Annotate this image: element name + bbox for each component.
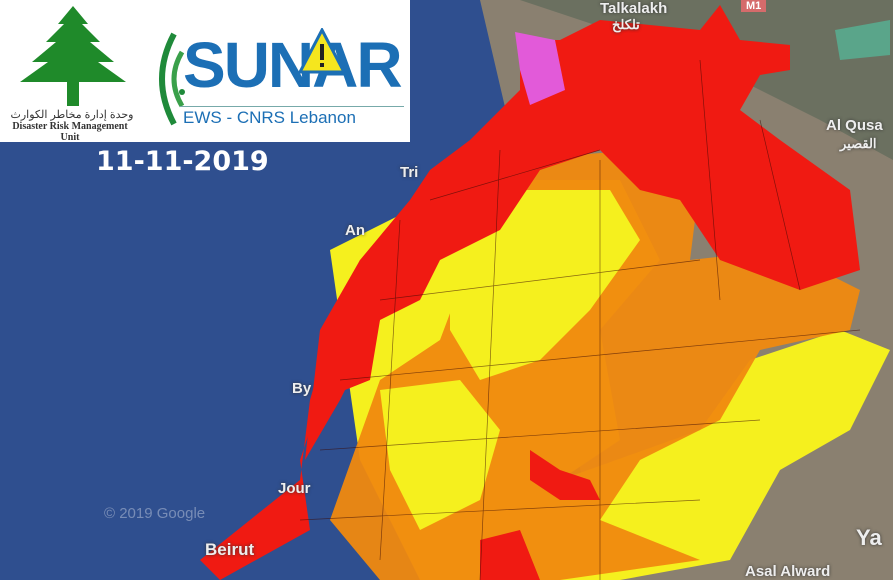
map-label-yabroud: Ya: [856, 525, 882, 550]
signal-waves-icon: [159, 32, 185, 126]
map-label-al-qusayr-ar: القصير: [840, 136, 877, 151]
sunar-subtitle: EWS - CNRS Lebanon: [183, 108, 356, 127]
drm-english-text: Disaster Risk Management Unit: [12, 121, 128, 143]
map-label-talkalakh-ar: تلكلخ: [612, 17, 640, 32]
map-label-al-qusayr: Al Qusa: [826, 117, 883, 134]
sunar-logo-text: SUNAR: [183, 29, 403, 101]
region-extreme: [515, 32, 565, 105]
map-label-asal-alward: Asal Alward: [745, 563, 831, 580]
map-label-tripoli: Tri: [400, 164, 419, 181]
cedar-tree-icon: [20, 6, 126, 106]
map-label-talkalakh: Talkalakh: [600, 0, 668, 17]
map-label-jounieh: Jour: [278, 480, 311, 497]
logo-banner: وحدة إدارة مخاطر الكوارث Disaster Risk M…: [0, 0, 410, 143]
map-attribution: © 2019 Google: [104, 505, 206, 522]
forecast-date: 11-11-2019: [96, 146, 269, 177]
region-yellow-inner: [450, 190, 640, 380]
road-shield-m1: M1: [741, 0, 767, 12]
warning-triangle-icon: [298, 28, 346, 74]
region-yellow-south: [380, 380, 500, 530]
map-label-anfeh: An: [345, 222, 365, 239]
region-red: [200, 5, 860, 580]
map-label-beirut: Beirut: [205, 540, 255, 559]
map-label-byblos: By: [292, 380, 312, 397]
drm-arabic-text: وحدة إدارة مخاطر الكوارث: [10, 109, 134, 121]
